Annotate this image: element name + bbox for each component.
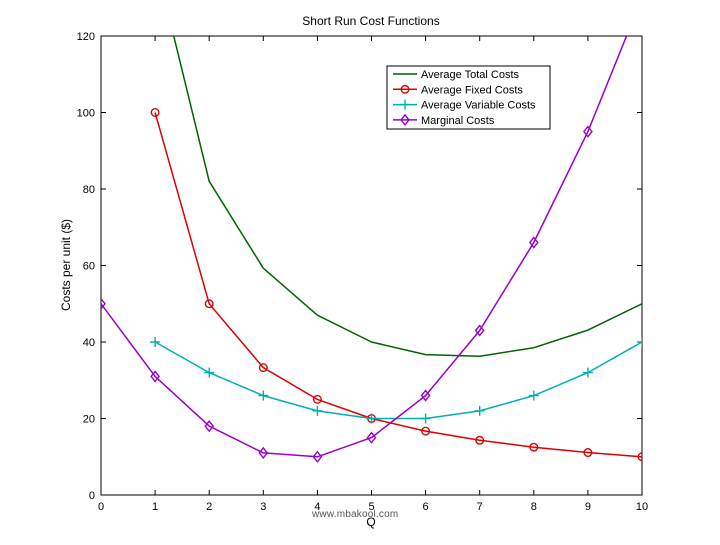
series-line [154,112,642,458]
series-layer [101,0,646,463]
x-tick-label: 3 [260,501,266,513]
data-point [474,324,485,337]
watermark-text: www.mbakool.com [312,509,399,520]
y-tick-label: 80 [83,184,95,196]
legend-box [386,65,551,130]
data-point [204,367,215,378]
legend-label: Marginal Costs [421,115,495,127]
data-point [258,446,269,460]
legend-item-average-variable-costs: Average Variable Costs [393,100,536,112]
series-average-variable-costs [150,337,642,424]
x-tick-label: 1 [152,501,158,513]
data-point [420,413,431,424]
legend-label: Average Variable Costs [421,100,536,112]
legend-item-marginal-costs: Marginal Costs [393,113,495,127]
legend-item-average-total-costs: Average Total Costs [393,69,520,81]
data-point [150,370,160,383]
data-point [583,125,593,138]
data-point [528,390,539,401]
data-point [366,431,377,444]
series-line [172,36,642,357]
series-marginal-costs [101,0,646,463]
data-point [312,450,323,463]
x-tick-label: 2 [206,501,212,513]
data-point [637,452,642,462]
series-line [154,341,642,420]
y-tick-label: 20 [83,414,95,426]
y-axis: 0 20 40 60 80 100 120 [77,31,642,502]
data-point [101,297,106,310]
y-tick-label: 0 [89,490,95,502]
data-point [529,442,539,452]
data-point [366,413,377,424]
y-axis-label: Costs per unit ($) [59,219,73,311]
x-tick-label: 5 [368,501,374,513]
data-point [204,299,214,309]
data-point [582,367,593,378]
data-point [583,448,593,458]
data-point [637,337,642,347]
x-tick-label: 10 [636,501,648,513]
data-point [312,394,322,404]
data-point [638,0,646,3]
data-point [421,426,431,436]
data-point [204,420,215,433]
x-tick-label: 6 [423,501,429,513]
y-tick-label: 60 [83,261,95,273]
x-tick-label: 9 [585,501,591,513]
y-tick-label: 100 [77,108,95,120]
x-axis-label: Q [366,515,375,529]
legend-marker [400,84,410,94]
plot-area [100,35,643,496]
legend-label: Average Total Costs [421,69,520,81]
x-tick-label: 8 [531,501,537,513]
x-tick-label: 7 [477,501,483,513]
chart-title: Short Run Cost Functions [302,14,439,28]
series-line [101,36,628,458]
y-tick-label: 120 [77,31,95,43]
data-point [474,405,485,416]
data-point [528,236,539,249]
data-point [258,390,269,401]
data-point [312,405,323,416]
x-axis: 0 1 2 3 4 5 6 7 8 9 10 [98,36,648,513]
series-average-total-costs [172,36,642,357]
x-tick-label: 4 [314,501,320,513]
legend-label: Average Fixed Costs [421,84,523,96]
legend-marker [400,113,410,127]
legend-marker [400,99,410,110]
legend-item-average-fixed-costs: Average Fixed Costs [393,84,523,96]
data-point [150,337,161,347]
legend: Average Total Costs Average Fixed Costs Av… [386,65,551,130]
data-point [258,363,268,373]
x-tick-label: 0 [98,501,104,513]
data-point [420,389,431,402]
data-point [475,435,485,445]
y-tick-label: 40 [83,337,95,349]
data-point [150,107,160,117]
